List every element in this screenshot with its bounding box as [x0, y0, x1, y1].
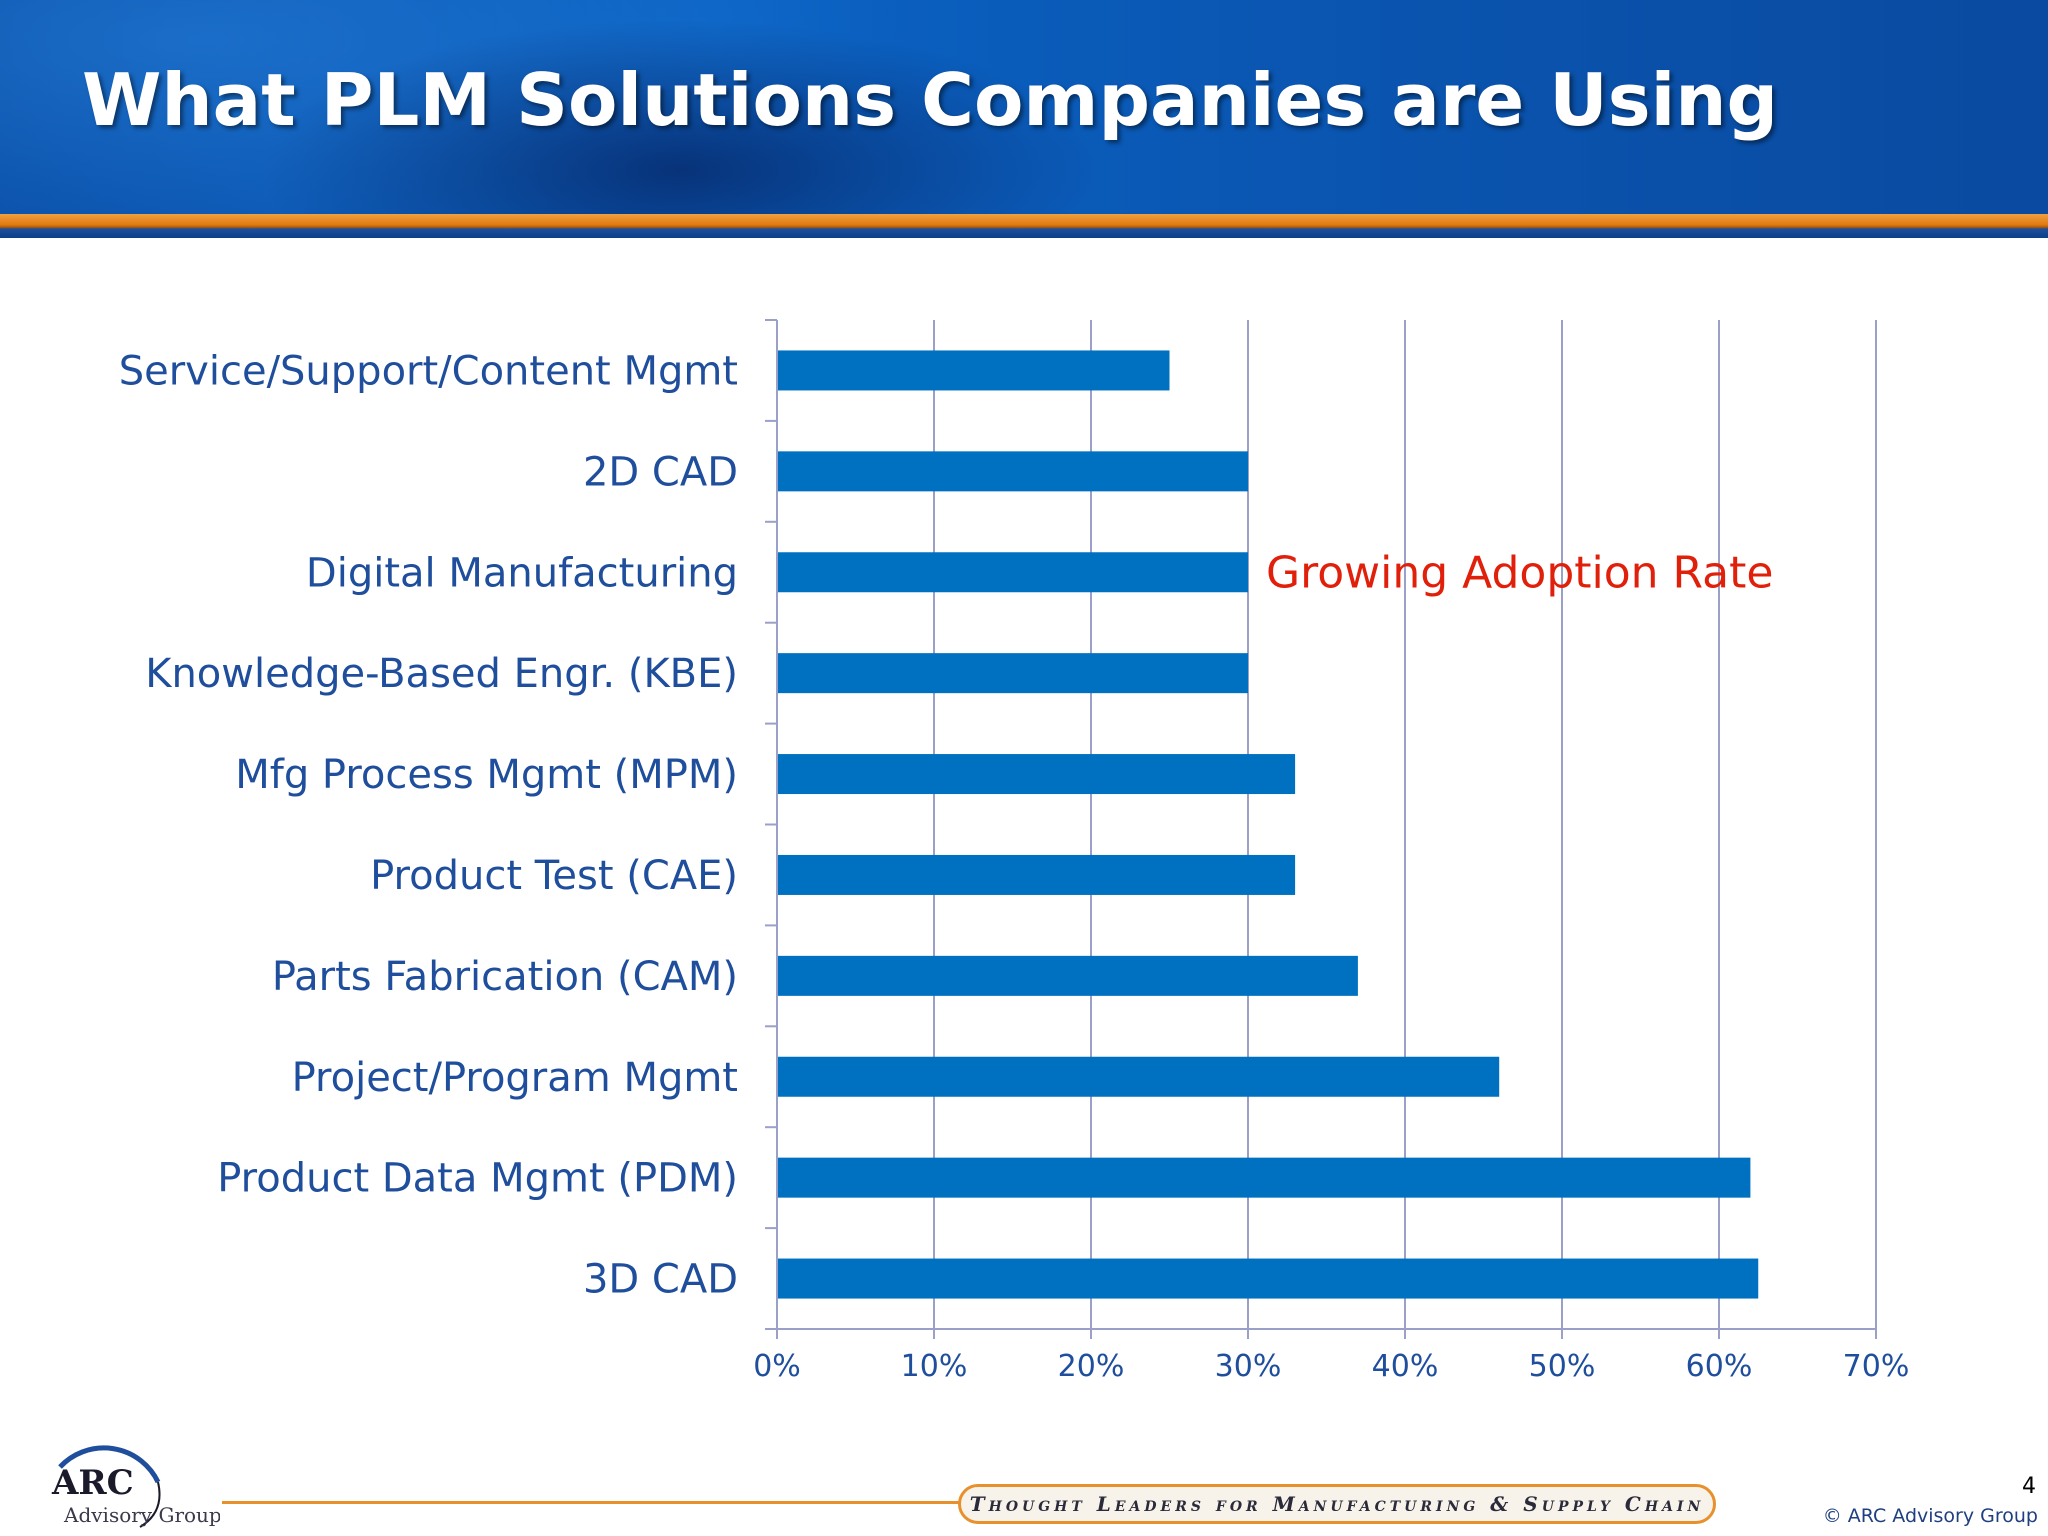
category-label: Product Data Mgmt (PDM): [217, 1156, 738, 1202]
bar: [777, 653, 1248, 694]
page-number: 4: [2022, 1474, 2036, 1499]
bar: [777, 1056, 1500, 1097]
bar: [777, 350, 1170, 391]
bar: [777, 1157, 1751, 1198]
chart-annotation: Growing Adoption Rate: [1266, 547, 1773, 598]
bar: [777, 955, 1358, 996]
category-label: Digital Manufacturing: [306, 550, 738, 596]
category-label: Knowledge-Based Engr. (KBE): [145, 651, 738, 697]
category-label: Mfg Process Mgmt (MPM): [235, 752, 738, 798]
bar: [777, 451, 1248, 492]
x-tick-label: 0%: [753, 1349, 801, 1384]
x-tick-label: 70%: [1843, 1349, 1910, 1384]
category-labels: Service/Support/Content Mgmt 2D CAD Digita…: [119, 348, 738, 1302]
category-label: 2D CAD: [583, 449, 738, 495]
header-stripe: [0, 214, 2048, 238]
bar: [777, 1258, 1759, 1299]
logo-subtitle: Advisory Group: [63, 1503, 220, 1527]
logo-text: ARC: [51, 1463, 134, 1503]
bar: [777, 854, 1296, 895]
bar: [777, 552, 1248, 593]
footer-line: [222, 1501, 960, 1504]
x-tick-label: 40%: [1372, 1349, 1439, 1384]
arc-logo: ARC Advisory Group: [51, 1445, 220, 1528]
category-label: Product Test (CAE): [370, 853, 738, 899]
x-tick-labels: 0% 10% 20% 30% 40% 50% 60% 70%: [753, 1349, 1909, 1384]
category-label: Parts Fabrication (CAM): [272, 954, 738, 1000]
bar: [777, 754, 1296, 795]
x-tick-label: 20%: [1058, 1349, 1125, 1384]
copyright: © ARC Advisory Group: [1822, 1505, 2038, 1527]
tagline-text: Thought Leaders for Manufacturing & Supp…: [969, 1492, 1705, 1516]
category-label: Service/Support/Content Mgmt: [119, 348, 738, 394]
bar-chart: Service/Support/Content Mgmt 2D CAD Digita…: [119, 319, 1909, 1384]
bars: [777, 350, 1759, 1299]
slide-title: What PLM Solutions Companies are Using: [82, 58, 1779, 142]
logo-arc-curve: [139, 1481, 161, 1528]
x-tick-label: 30%: [1215, 1349, 1282, 1384]
x-tick-label: 60%: [1686, 1349, 1753, 1384]
logo-swoosh: [58, 1445, 161, 1484]
x-tick-label: 10%: [901, 1349, 968, 1384]
tagline-banner: Thought Leaders for Manufacturing & Supp…: [958, 1484, 1716, 1524]
category-label: Project/Program Mgmt: [292, 1055, 738, 1101]
x-tick-label: 50%: [1529, 1349, 1596, 1384]
category-label: 3D CAD: [583, 1257, 738, 1303]
header-banner: [0, 0, 2048, 214]
